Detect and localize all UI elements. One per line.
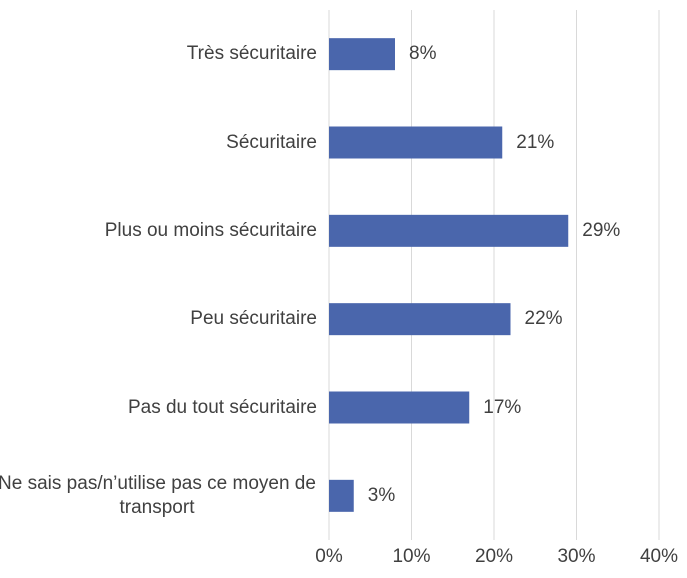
x-tick-label-text: 30%: [557, 546, 596, 567]
bar: [329, 38, 395, 71]
value-label-text: 8%: [409, 43, 437, 65]
value-label-text: 29%: [582, 219, 621, 241]
x-tick-label-text: 40%: [639, 546, 679, 567]
x-tick-label-text: 20%: [474, 546, 514, 567]
bar: [329, 479, 354, 512]
category-label: Ne sais pas/n’utilise pas ce moyen de tr…: [0, 472, 317, 520]
category-label-text: Ne sais pas/n’utilise pas ce moyen de tr…: [0, 472, 316, 518]
value-label-text: 21%: [516, 131, 555, 153]
category-label: Peu sécuritaire: [0, 307, 317, 331]
category-label: Sécuritaire: [0, 131, 317, 155]
category-label: Très sécuritaire: [0, 42, 317, 66]
category-label-text: Très sécuritaire: [186, 43, 317, 65]
bar: [329, 391, 470, 424]
category-label-text: Sécuritaire: [226, 131, 317, 153]
bar: [329, 214, 569, 247]
x-tick-label-text: 10%: [392, 546, 431, 567]
x-tick-label-text: 0%: [315, 546, 343, 567]
value-label-text: 3%: [367, 484, 396, 506]
category-label-text: Plus ou moins sécuritaire: [104, 219, 317, 241]
bar: [329, 126, 503, 159]
category-label-text: Peu sécuritaire: [190, 308, 317, 330]
category-label: Plus ou moins sécuritaire: [0, 219, 317, 243]
value-label-text: 17%: [483, 396, 522, 418]
category-label-text: Pas du tout sécuritaire: [127, 396, 317, 418]
category-label: Pas du tout sécuritaire: [0, 396, 317, 420]
value-label-text: 22%: [524, 308, 563, 330]
bar: [329, 303, 511, 336]
